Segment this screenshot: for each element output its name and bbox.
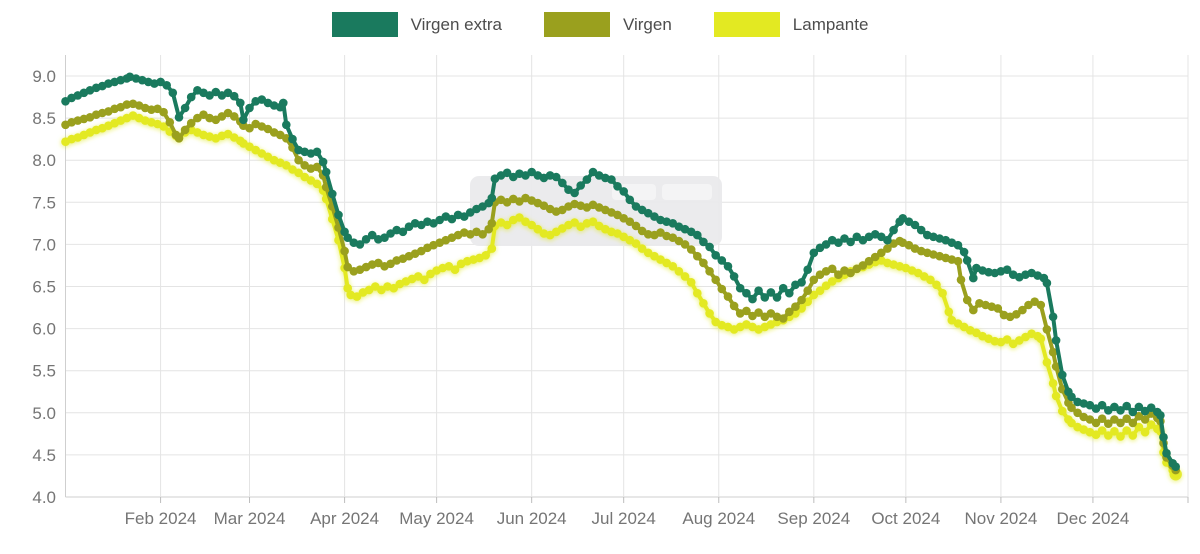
y-tick-label: 9.0 <box>32 67 56 86</box>
y-tick-label: 8.5 <box>32 109 56 128</box>
chart-legend: Virgen extra Virgen Lampante <box>0 12 1200 37</box>
x-tick-label: Oct 2024 <box>871 509 940 528</box>
x-tick-label: Dec 2024 <box>1057 509 1130 528</box>
series-lampante <box>61 111 1182 481</box>
series-virgen-extra <box>61 72 1180 472</box>
y-axis-labels: 9.0 8.5 8.0 7.5 7.0 6.5 6.0 5.5 5.0 4.5 4.0 <box>32 67 56 507</box>
x-tick-label: Sep 2024 <box>777 509 850 528</box>
legend-swatch-icon <box>331 12 398 37</box>
y-tick-label: 8.0 <box>32 151 56 170</box>
x-tick-label: May 2024 <box>399 509 474 528</box>
y-tick-label: 7.0 <box>32 235 56 254</box>
legend-label: Virgen extra <box>410 15 502 34</box>
y-tick-label: 6.5 <box>32 278 56 297</box>
x-tick-label: Jun 2024 <box>497 509 567 528</box>
series-virgen <box>61 99 1180 475</box>
y-tick-label: 4.0 <box>32 488 56 507</box>
legend-label: Lampante <box>792 15 869 34</box>
x-tick-label: Apr 2024 <box>310 509 379 528</box>
legend-item-virgen[interactable]: Virgen <box>543 12 672 37</box>
y-tick-label: 6.0 <box>32 320 56 339</box>
legend-swatch-icon <box>713 12 780 37</box>
legend-item-virgen-extra[interactable]: Virgen extra <box>331 12 502 37</box>
legend-swatch-icon <box>543 12 610 37</box>
watermark <box>470 176 722 246</box>
x-tick-label: Jul 2024 <box>592 509 656 528</box>
y-tick-label: 4.5 <box>32 446 56 465</box>
x-tick-label: Mar 2024 <box>214 509 286 528</box>
x-tick-label: Nov 2024 <box>965 509 1038 528</box>
y-tick-label: 5.0 <box>32 404 56 423</box>
x-tick-label: Feb 2024 <box>125 509 197 528</box>
x-axis-labels: Feb 2024 Mar 2024 Apr 2024 May 2024 Jun 2024… <box>125 509 1130 528</box>
legend-label: Virgen <box>622 15 672 34</box>
y-tick-label: 7.5 <box>32 193 56 212</box>
y-tick-label: 5.5 <box>32 362 56 381</box>
x-tick-label: Aug 2024 <box>682 509 755 528</box>
legend-item-lampante[interactable]: Lampante <box>713 12 869 37</box>
